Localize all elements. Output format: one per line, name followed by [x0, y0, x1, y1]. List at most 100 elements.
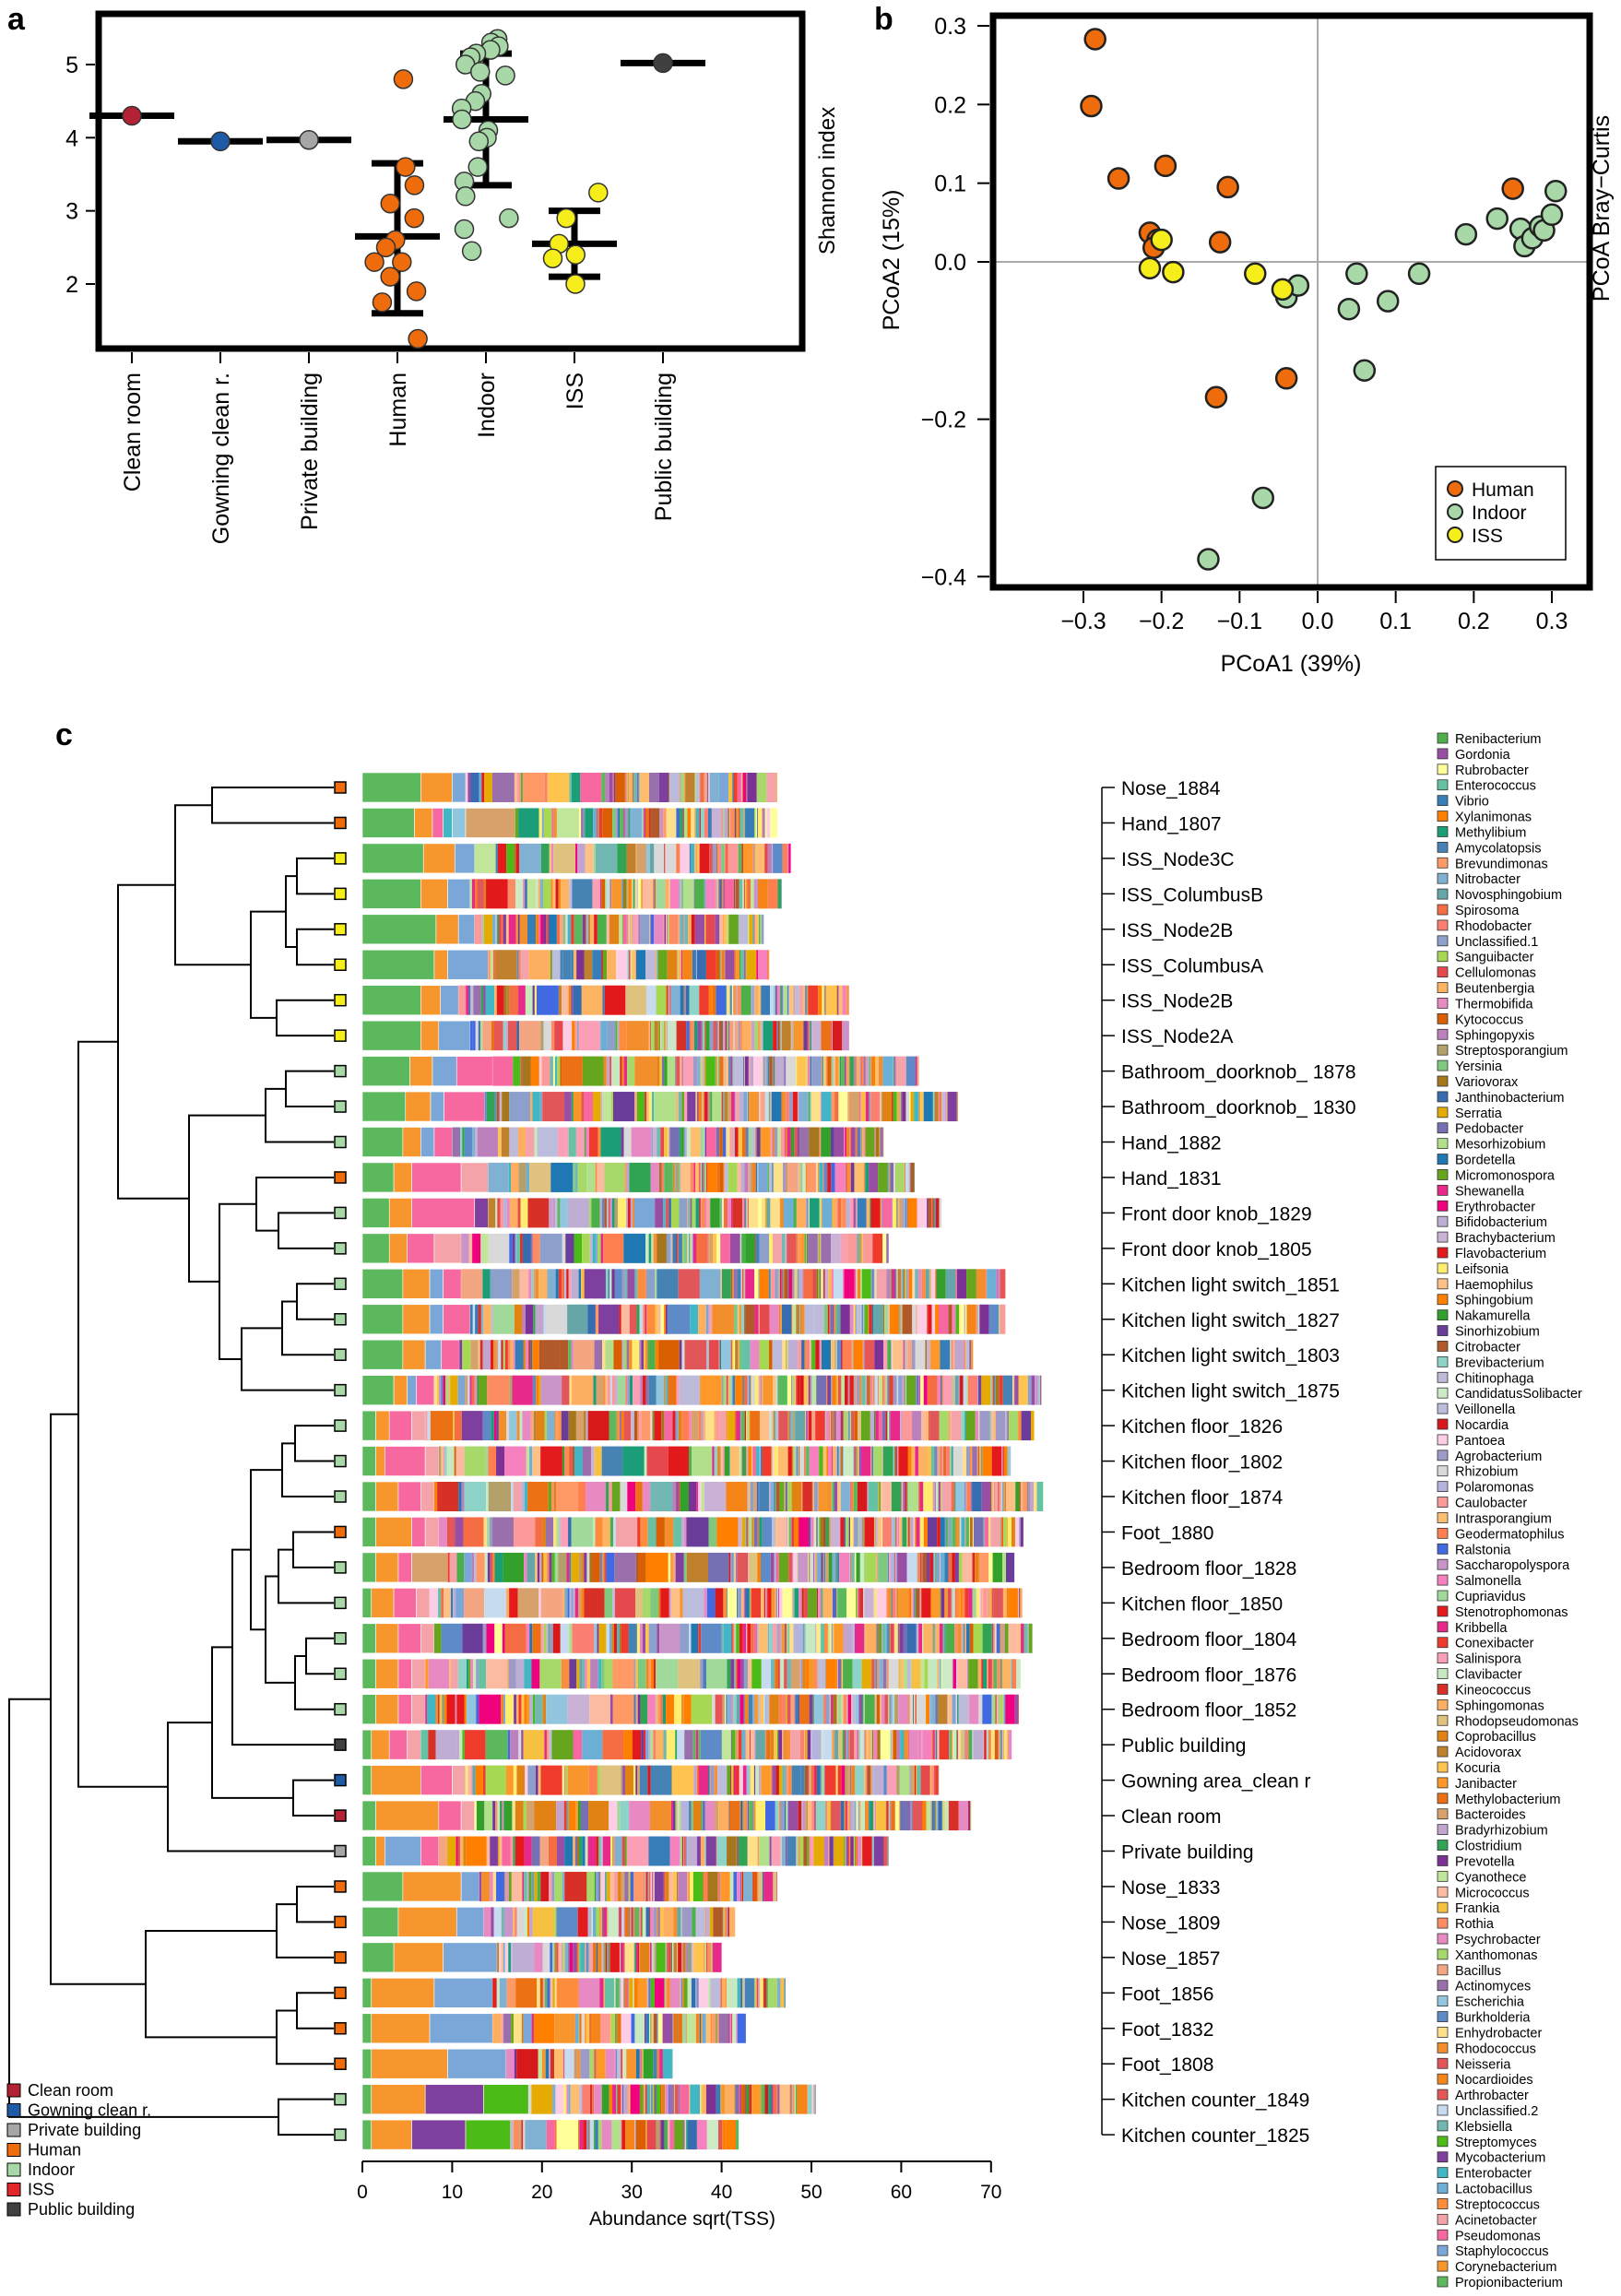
- bar-segment: [491, 773, 515, 802]
- bar-segment: [890, 1801, 892, 1831]
- bar-segment: [809, 1446, 820, 1476]
- bar-segment: [696, 843, 699, 873]
- bar-segment: [580, 1801, 589, 1831]
- bar-segment: [647, 1340, 656, 1370]
- bar-segment: [636, 1092, 645, 1122]
- bar-segment: [481, 1871, 491, 1901]
- bar-segment: [991, 1694, 996, 1724]
- bar-segment: [538, 914, 541, 944]
- bar-segment: [728, 2013, 729, 2043]
- bar-segment: [785, 1127, 787, 1157]
- bar-segment: [664, 2120, 669, 2150]
- bar-segment: [684, 1340, 707, 1370]
- bar-segment: [867, 1552, 877, 1582]
- bar-segment: [895, 1446, 897, 1476]
- bar-segment: [749, 2084, 751, 2114]
- bar-segment: [957, 1659, 968, 1689]
- bar-segment: [704, 1871, 708, 1901]
- bar-segment: [684, 985, 686, 1015]
- bar-segment: [594, 1871, 596, 1901]
- bar-segment: [633, 914, 638, 944]
- bar-segment: [514, 2120, 516, 2150]
- bar-segment: [777, 1021, 780, 1051]
- bar-segment: [552, 1942, 555, 1972]
- bar-segment: [512, 1233, 515, 1263]
- bar-segment: [754, 1978, 756, 2008]
- bar-segment: [932, 1730, 934, 1760]
- bar-segment: [691, 1446, 713, 1476]
- bar-segment: [944, 1588, 948, 1618]
- bar-segment: [685, 1127, 687, 1157]
- bar-segment: [792, 1517, 794, 1547]
- bar-segment: [871, 1446, 873, 1476]
- bar-segment: [678, 1411, 682, 1441]
- bar-segment: [890, 1411, 901, 1441]
- bar-segment: [385, 1836, 421, 1866]
- bar-segment: [375, 1694, 399, 1724]
- bar-segment: [529, 1446, 533, 1476]
- bar-segment: [743, 1659, 749, 1689]
- bar-segment: [665, 1871, 669, 1901]
- bar-segment: [737, 1836, 739, 1866]
- bar-segment: [878, 1552, 888, 1582]
- bar-segment: [931, 1801, 933, 1831]
- bar-segment: [863, 1340, 865, 1370]
- bar-segment: [858, 1446, 859, 1476]
- bar-segment: [771, 1446, 773, 1476]
- bar-segment: [411, 2119, 467, 2150]
- bar-segment: [893, 1446, 894, 1476]
- bar-segment: [821, 1588, 823, 1618]
- bar-segment: [843, 1446, 854, 1476]
- bar-segment: [855, 1304, 857, 1334]
- bar-segment: [744, 1269, 746, 1299]
- bar-segment: [643, 1375, 646, 1405]
- bar-segment: [817, 1233, 819, 1263]
- bar-segment: [727, 985, 730, 1015]
- bar-segment: [600, 2013, 610, 2043]
- bar-segment: [768, 1269, 770, 1299]
- bar-segment: [982, 1694, 992, 1724]
- bar-segment: [687, 808, 692, 838]
- bar-segment: [853, 1304, 856, 1334]
- bar-segment: [542, 1694, 547, 1724]
- dendrogram-branch: [231, 1548, 334, 1746]
- bar-segment: [640, 1694, 648, 1724]
- bar-segment: [809, 1517, 811, 1547]
- bar-segment: [700, 1375, 722, 1405]
- bar-segment: [592, 950, 602, 980]
- bar-segment: [954, 1552, 959, 1582]
- bar-segment: [541, 2049, 546, 2079]
- bar-segment: [889, 1162, 891, 1192]
- genus-legend-swatch: [1437, 1387, 1449, 1399]
- bar-segment: [761, 1092, 765, 1122]
- bar-segment: [466, 1765, 468, 1795]
- bar-segment: [557, 1836, 565, 1866]
- bar-segment: [837, 1375, 842, 1405]
- bar-segment: [637, 1694, 641, 1724]
- bar-segment: [465, 1375, 468, 1405]
- bar-segment: [891, 1482, 902, 1511]
- bar-segment: [854, 1269, 856, 1299]
- bar-segment: [787, 1801, 799, 1831]
- bar-segment: [375, 1658, 399, 1689]
- bar-segment: [664, 1978, 666, 2008]
- bar-segment: [979, 1588, 981, 1618]
- bar-segment: [361, 1871, 404, 1902]
- bar-segment: [532, 1340, 539, 1370]
- bar-segment: [721, 1375, 724, 1405]
- bar-segment: [846, 1517, 849, 1547]
- bar-segment: [876, 1694, 881, 1724]
- bar-segment: [665, 2084, 669, 2114]
- bar-segment: [513, 2013, 522, 2043]
- bar-segment: [458, 1730, 463, 1760]
- bar-segment: [841, 1765, 846, 1795]
- bar-segment: [620, 808, 624, 838]
- bar-segment: [623, 1056, 628, 1086]
- bar-segment: [611, 2120, 621, 2150]
- bar-segment: [698, 843, 700, 873]
- bar-segment: [793, 1623, 803, 1653]
- bar-segment: [811, 1730, 822, 1760]
- bar-segment: [596, 2049, 606, 2079]
- bar-segment: [545, 1517, 553, 1547]
- bar-segment: [745, 1801, 747, 1831]
